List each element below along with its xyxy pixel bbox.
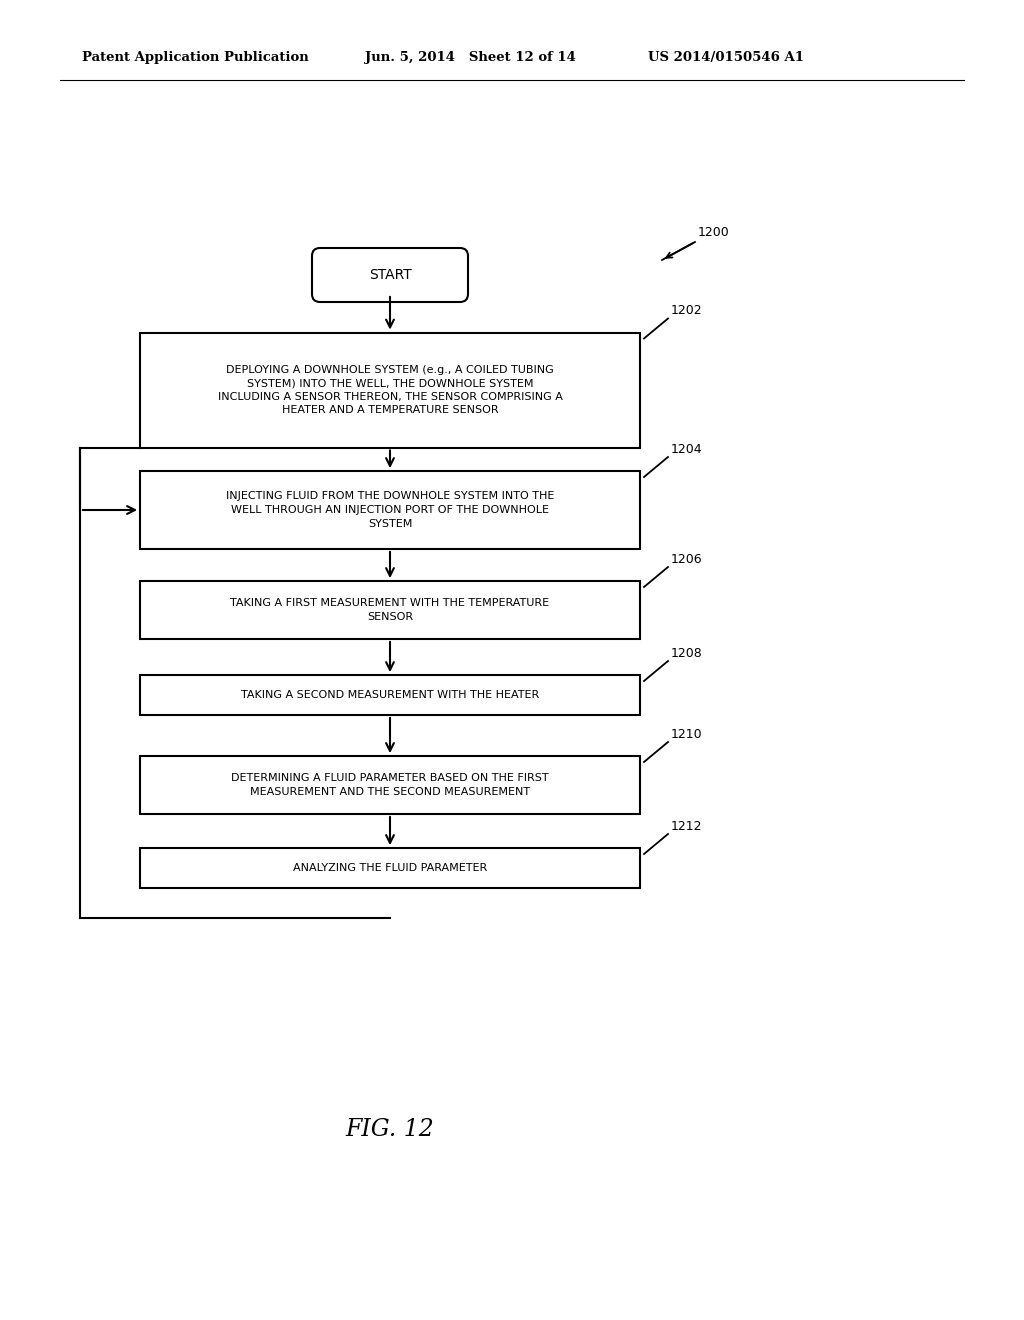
Bar	[140, 756, 640, 814]
Text: FIG. 12: FIG. 12	[346, 1118, 434, 1142]
Text: ANALYZING THE FLUID PARAMETER: ANALYZING THE FLUID PARAMETER	[293, 863, 487, 873]
Text: TAKING A SECOND MEASUREMENT WITH THE HEATER: TAKING A SECOND MEASUREMENT WITH THE HEA…	[241, 690, 539, 700]
Text: 1212: 1212	[671, 820, 702, 833]
Text: 1208: 1208	[671, 647, 702, 660]
Text: DEPLOYING A DOWNHOLE SYSTEM (e.g., A COILED TUBING
SYSTEM) INTO THE WELL, THE DO: DEPLOYING A DOWNHOLE SYSTEM (e.g., A COI…	[217, 364, 562, 416]
Bar	[140, 333, 640, 447]
Bar	[140, 675, 640, 715]
Text: 1210: 1210	[671, 729, 702, 741]
Text: DETERMINING A FLUID PARAMETER BASED ON THE FIRST
MEASUREMENT AND THE SECOND MEAS: DETERMINING A FLUID PARAMETER BASED ON T…	[231, 774, 549, 797]
FancyBboxPatch shape	[312, 248, 468, 302]
Text: TAKING A FIRST MEASUREMENT WITH THE TEMPERATURE
SENSOR: TAKING A FIRST MEASUREMENT WITH THE TEMP…	[230, 598, 550, 622]
Text: 1206: 1206	[671, 553, 702, 566]
Text: 1202: 1202	[671, 305, 702, 318]
Bar	[140, 847, 640, 888]
Bar	[140, 581, 640, 639]
Text: Patent Application Publication: Patent Application Publication	[82, 51, 309, 65]
Text: 1200: 1200	[698, 226, 730, 239]
Text: START: START	[369, 268, 412, 282]
Text: US 2014/0150546 A1: US 2014/0150546 A1	[648, 51, 804, 65]
Text: INJECTING FLUID FROM THE DOWNHOLE SYSTEM INTO THE
WELL THROUGH AN INJECTION PORT: INJECTING FLUID FROM THE DOWNHOLE SYSTEM…	[226, 491, 554, 528]
Text: Jun. 5, 2014   Sheet 12 of 14: Jun. 5, 2014 Sheet 12 of 14	[365, 51, 575, 65]
Text: 1204: 1204	[671, 444, 702, 455]
Bar	[140, 471, 640, 549]
